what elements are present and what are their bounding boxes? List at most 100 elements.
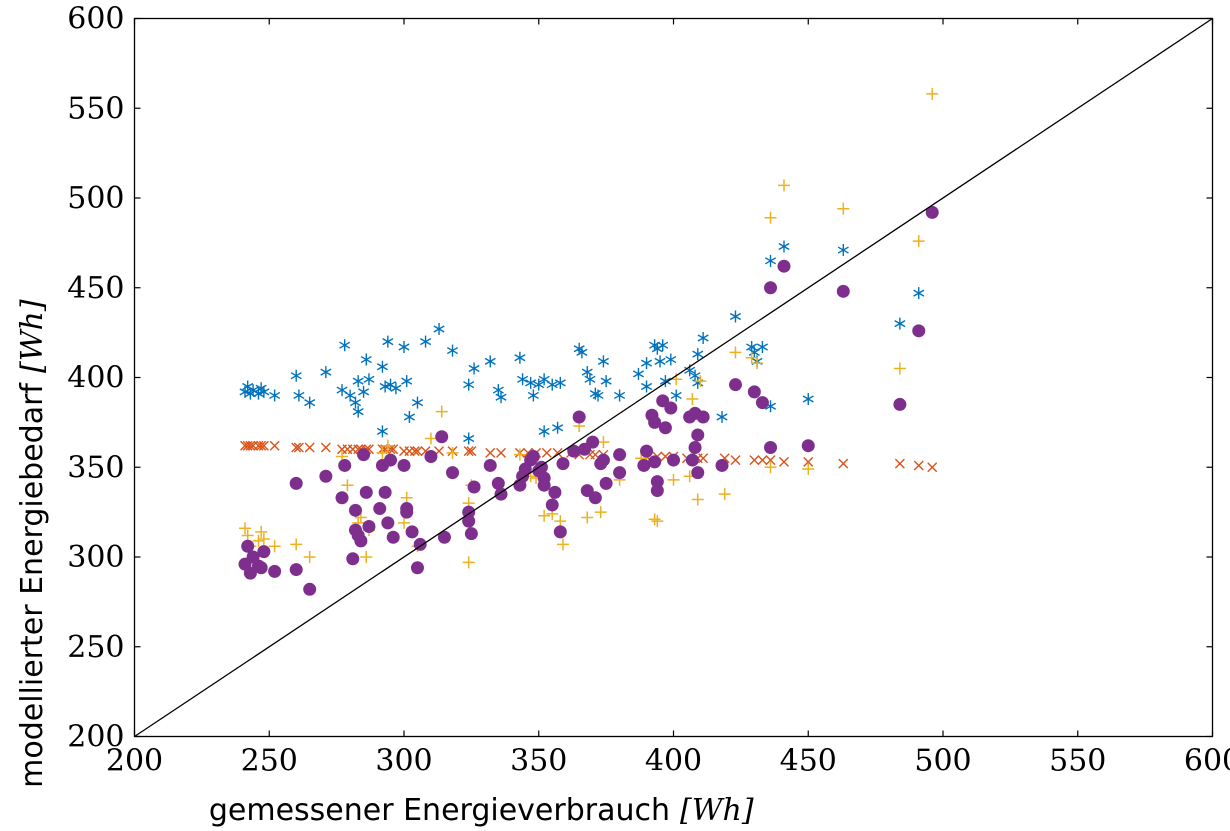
data-point — [654, 355, 666, 368]
data-point — [778, 240, 790, 253]
data-point — [463, 378, 475, 391]
series-plus — [238, 87, 939, 569]
data-point — [269, 440, 280, 451]
data-point — [352, 375, 364, 388]
data-point — [381, 516, 395, 530]
data-point — [548, 485, 562, 499]
data-point — [341, 479, 354, 492]
data-point — [718, 488, 731, 501]
data-point — [376, 360, 388, 373]
data-point — [716, 410, 728, 423]
data-point — [613, 466, 627, 480]
data-point — [254, 561, 268, 575]
data-point — [446, 344, 459, 357]
data-point — [319, 469, 333, 483]
y-tick-label: 550 — [67, 91, 124, 126]
data-point — [467, 480, 481, 494]
data-point — [338, 458, 352, 472]
data-point — [691, 466, 705, 480]
data-point — [689, 369, 701, 382]
data-point — [526, 449, 540, 463]
data-point — [491, 476, 505, 490]
data-point — [320, 442, 331, 453]
data-point — [651, 515, 664, 528]
data-point — [757, 455, 768, 466]
data-point — [641, 380, 653, 393]
data-point — [745, 351, 758, 364]
series-asterisk — [239, 240, 925, 445]
data-point — [527, 389, 539, 402]
data-point — [685, 453, 699, 467]
data-point — [692, 376, 704, 389]
data-point — [346, 552, 360, 566]
data-point — [667, 473, 680, 486]
data-point — [352, 405, 364, 418]
x-tick-label: 450 — [780, 744, 837, 779]
x-tick-label: 200 — [106, 744, 163, 779]
data-point — [349, 396, 362, 409]
data-point — [303, 582, 317, 596]
data-point — [303, 551, 316, 563]
data-point — [729, 310, 742, 323]
data-point — [258, 385, 270, 398]
data-point — [838, 458, 849, 469]
data-point — [586, 435, 600, 449]
data-point — [641, 357, 653, 370]
data-point — [926, 87, 939, 100]
data-point — [664, 401, 678, 415]
y-axis-label: modellierter Energiebedarf — [15, 382, 50, 788]
data-point — [378, 485, 392, 499]
data-point — [665, 353, 677, 366]
data-point — [764, 254, 777, 267]
data-point — [576, 346, 588, 359]
data-point — [537, 478, 551, 492]
data-point — [362, 519, 376, 533]
x-tick-label: 250 — [241, 744, 298, 779]
data-point — [581, 511, 594, 524]
data-point — [289, 476, 303, 490]
x-axis-label: gemessener Energieverbrauch — [209, 793, 670, 828]
data-point — [513, 448, 526, 461]
data-point — [257, 533, 270, 546]
y-tick-label: 300 — [67, 540, 124, 575]
data-point — [597, 355, 609, 368]
data-point — [552, 447, 563, 458]
y-tick-label: 250 — [67, 630, 124, 665]
data-point — [600, 375, 612, 388]
data-point — [339, 339, 351, 352]
data-point — [379, 380, 391, 393]
data-point — [268, 540, 281, 553]
data-point — [749, 455, 760, 466]
data-point — [556, 457, 570, 471]
data-point — [360, 551, 373, 563]
data-point — [913, 287, 925, 300]
data-point — [403, 410, 415, 423]
data-point — [255, 525, 268, 538]
y-tick-label: 400 — [67, 361, 124, 396]
data-point — [614, 389, 626, 402]
data-point — [764, 441, 778, 455]
data-point — [541, 447, 552, 458]
data-point — [640, 444, 654, 458]
data-point — [433, 323, 445, 336]
data-point — [913, 460, 924, 471]
data-point — [777, 179, 790, 192]
data-point — [401, 375, 413, 388]
data-point — [496, 447, 507, 458]
y-tick-label: 500 — [67, 181, 124, 216]
data-point — [588, 491, 602, 505]
data-point — [779, 456, 789, 467]
y-tick-label: 450 — [67, 271, 124, 306]
identity-reference-line — [134, 17, 1213, 738]
data-point — [912, 324, 926, 338]
data-point — [837, 202, 850, 215]
data-point — [484, 355, 496, 368]
data-point — [269, 389, 281, 402]
x-tick-label: 300 — [375, 744, 432, 779]
data-point — [637, 458, 651, 472]
data-point — [384, 453, 398, 467]
data-point — [650, 475, 664, 489]
data-point — [696, 410, 710, 424]
data-point — [912, 235, 925, 248]
data-point — [650, 484, 664, 498]
